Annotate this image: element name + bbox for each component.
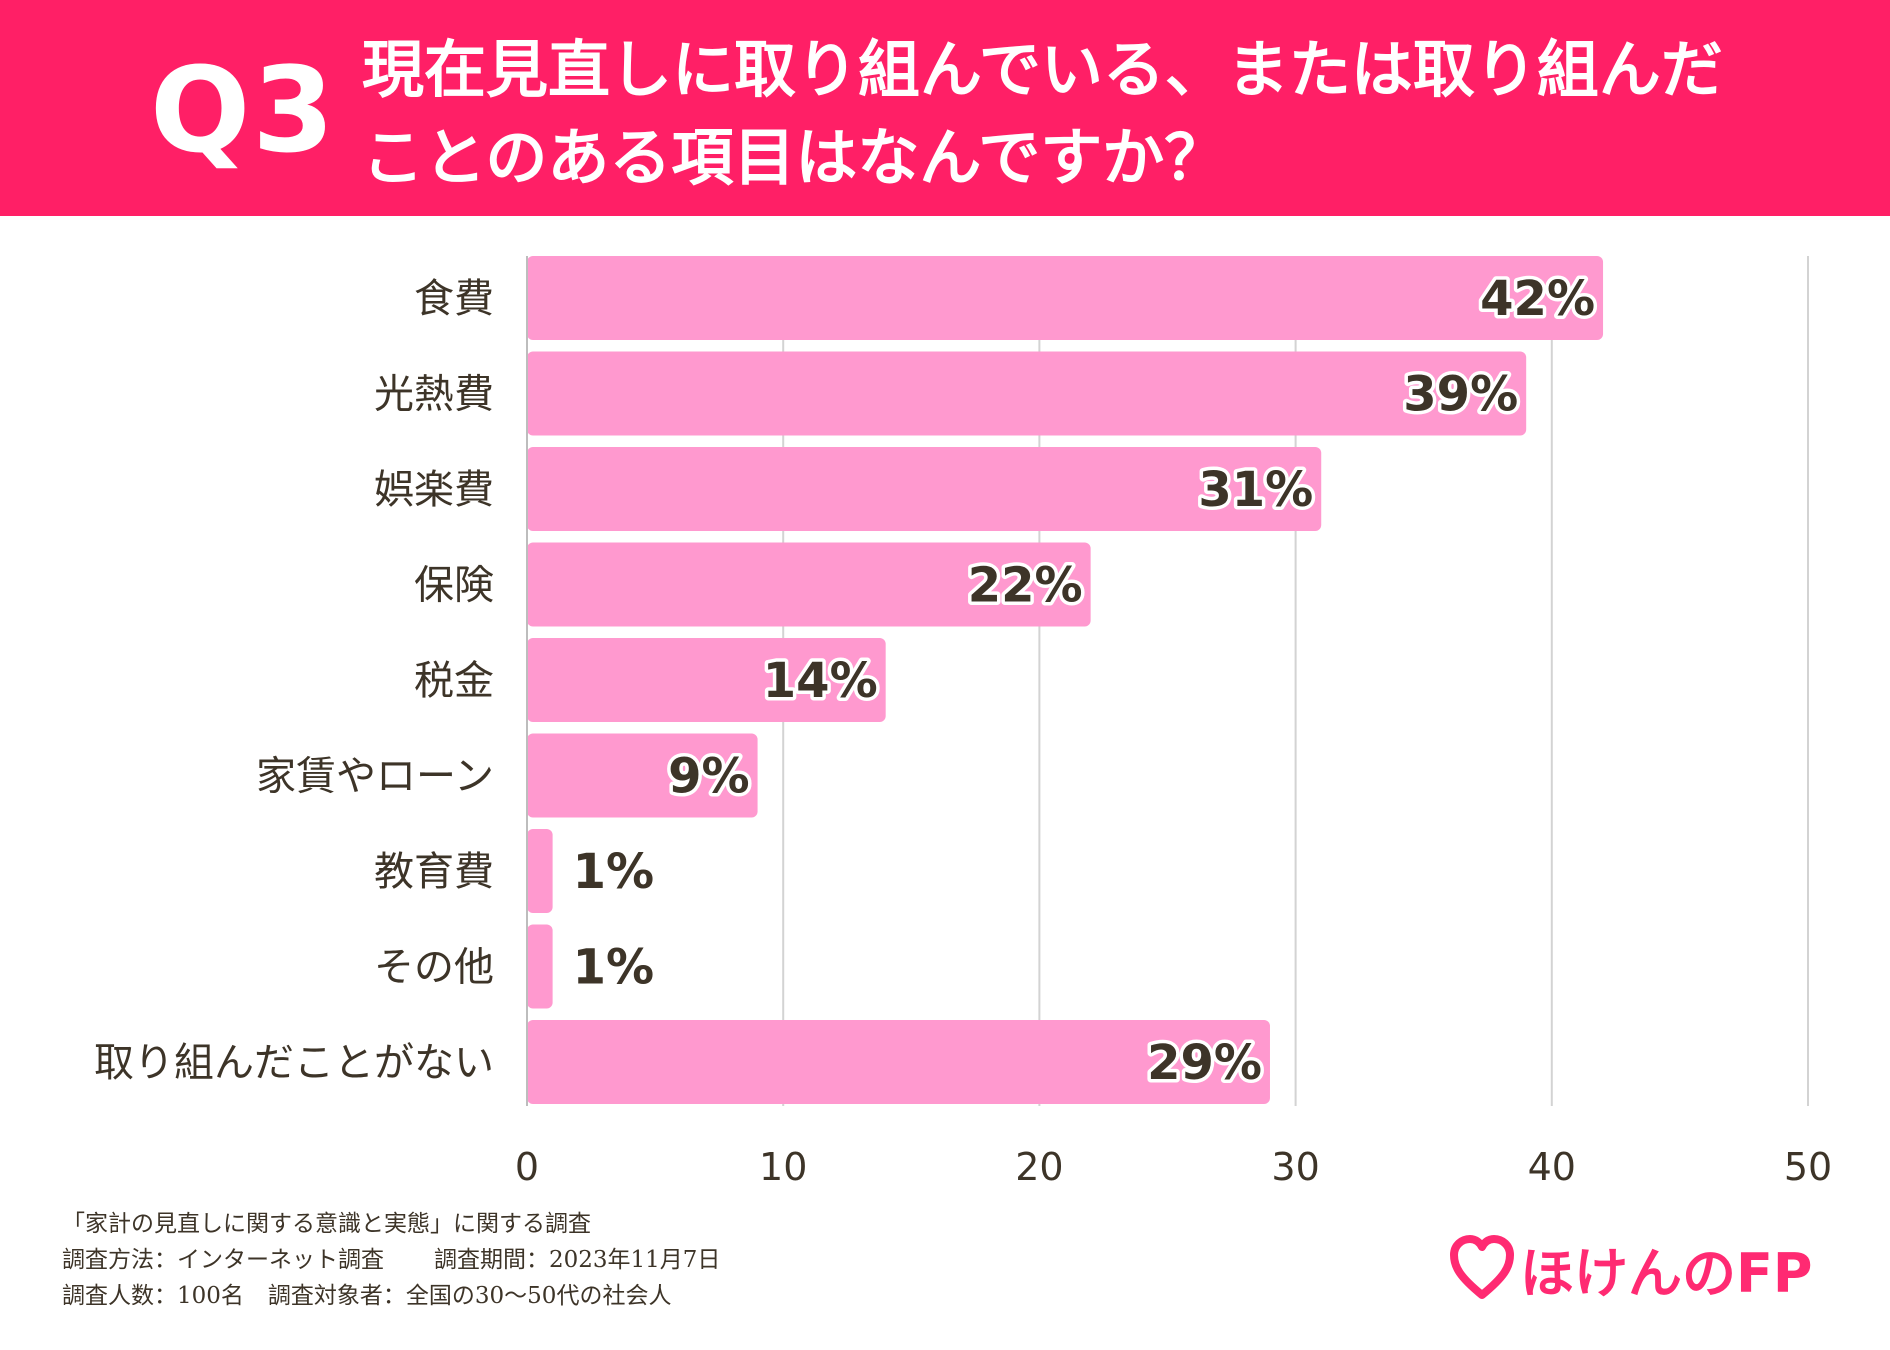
x-tick-label-50: 50 — [1784, 1145, 1832, 1189]
category-label-8: 取り組んだことがない — [94, 1040, 494, 1086]
value-label-8: 29% — [1147, 1035, 1262, 1091]
x-tick-label-0: 0 — [515, 1145, 539, 1189]
bar-7 — [527, 924, 553, 1009]
x-tick-label-20: 20 — [1015, 1145, 1063, 1189]
category-label-5: 家賃やローン — [256, 754, 494, 800]
value-label-6: 1% — [573, 844, 655, 900]
survey-target: 調査対象者：全国の30〜50代の社会人 — [267, 1283, 672, 1309]
heart-icon — [1450, 1235, 1514, 1299]
x-tick-label-10: 10 — [759, 1145, 807, 1189]
brand-logo: ほけんのFP — [1450, 1228, 1812, 1308]
survey-respondents: 調査人数：100名 — [62, 1283, 244, 1309]
value-label-7: 1% — [573, 940, 655, 996]
category-label-7: その他 — [374, 945, 494, 991]
bar-2 — [527, 447, 1322, 531]
value-label-0: 42% — [1480, 271, 1595, 327]
logo-text: ほけんのFP — [1520, 1241, 1813, 1305]
category-label-3: 保険 — [414, 563, 494, 609]
bar-1 — [527, 351, 1527, 436]
category-label-0: 食費 — [414, 276, 494, 322]
value-label-5: 9% — [668, 749, 750, 805]
question-number: Q3 — [150, 41, 337, 179]
bar-3 — [527, 542, 1091, 627]
question-line-1: 現在見直しに取り組んでいる、または取り組んだ — [362, 33, 1723, 106]
value-label-2: 31% — [1198, 462, 1313, 518]
category-label-2: 娯楽費 — [374, 467, 494, 513]
survey-period: 調査期間：2023年11月7日 — [434, 1247, 721, 1273]
value-label-4: 14% — [763, 653, 878, 709]
question-line-2: ことのある項目はなんですか？ — [362, 121, 1227, 194]
category-label-6: 教育費 — [374, 849, 494, 895]
bar-0 — [527, 256, 1604, 340]
survey-title: 「家計の見直しに関する意識と実態」に関する調査 — [62, 1211, 591, 1237]
survey-method-line: 調査方法：インターネット調査 調査期間：2023年11月7日 — [62, 1242, 720, 1278]
category-label-1: 光熱費 — [374, 372, 494, 418]
bar-6 — [527, 829, 553, 913]
category-label-4: 税金 — [414, 658, 494, 704]
value-label-3: 22% — [968, 558, 1083, 614]
bar-5 — [527, 733, 758, 818]
survey-footer: 「家計の見直しに関する意識と実態」に関する調査 調査方法：インターネット調査 調査… — [62, 1206, 720, 1314]
header-banner: Q3 現在見直しに取り組んでいる、または取り組んだ ことのある項目はなんですか？ — [0, 0, 1890, 216]
value-label-1: 39% — [1403, 367, 1518, 423]
bar-4 — [527, 638, 886, 722]
bar-8 — [527, 1020, 1270, 1104]
survey-respondents-line: 調査人数：100名 調査対象者：全国の30〜50代の社会人 — [62, 1278, 720, 1314]
bar-chart: 0 10 20 30 40 50 食費 42% 光熱費 39% 娯楽費 31% 保険 22% 税金 14% 家賃… — [94, 256, 1832, 1189]
question-text: 現在見直しに取り組んでいる、または取り組んだ ことのある項目はなんですか？ — [362, 26, 1842, 202]
x-tick-label-30: 30 — [1271, 1145, 1319, 1189]
survey-method: 調査方法：インターネット調査 — [62, 1247, 384, 1273]
x-tick-label-40: 40 — [1528, 1145, 1576, 1189]
